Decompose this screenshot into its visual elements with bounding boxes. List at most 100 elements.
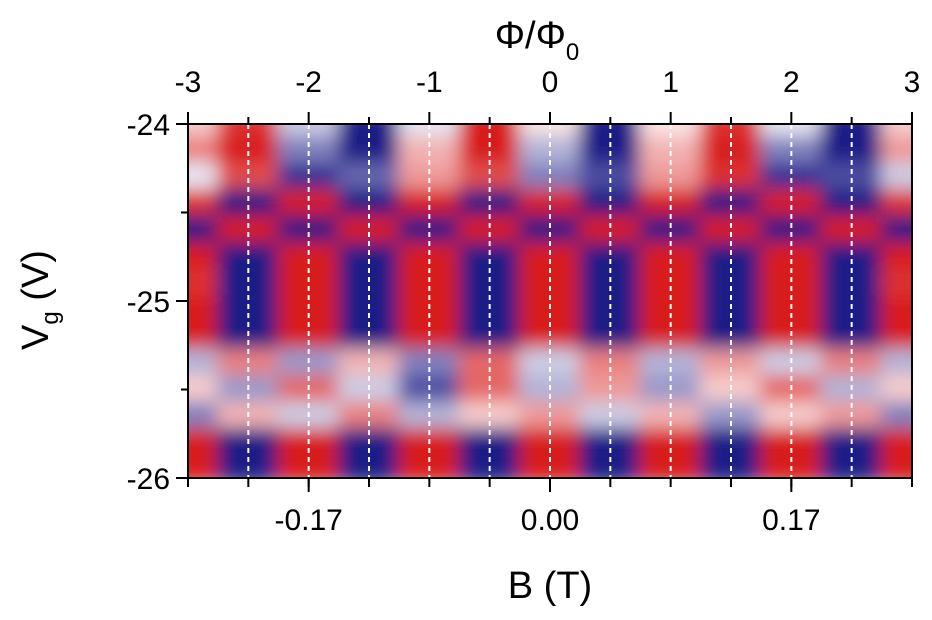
heatmap-cell — [639, 215, 702, 245]
heatmap-cell — [760, 215, 823, 245]
heatmap-cell — [880, 401, 912, 431]
heatmap-cell — [518, 268, 582, 298]
heatmap-cell — [820, 268, 883, 298]
heatmap-cell — [398, 242, 461, 272]
heatmap-cell — [337, 162, 401, 192]
y-tick-label: -24 — [127, 109, 170, 142]
heatmap-cell — [699, 215, 763, 245]
heatmap-cell — [337, 215, 401, 245]
heatmap-cell — [217, 295, 280, 325]
heatmap-cell — [880, 374, 912, 405]
x-bottom-axis-title: B (T) — [508, 565, 592, 607]
heatmap-cell — [398, 295, 461, 325]
heatmap-cell — [337, 124, 401, 139]
heatmap-cell — [639, 189, 702, 219]
heatmap-cell — [820, 189, 883, 219]
heatmap-cell — [699, 242, 763, 272]
x-top-tick-label: -1 — [416, 66, 443, 99]
x-top-tick-label: -2 — [295, 66, 322, 99]
heatmap-cell — [880, 427, 912, 458]
x-top-axis-title-sub: 0 — [566, 39, 579, 66]
heatmap — [188, 124, 912, 478]
heatmap-cell — [458, 215, 521, 245]
heatmap-cell — [518, 124, 582, 139]
heatmap-cell — [188, 454, 220, 478]
y-axis-title-main: V — [15, 324, 57, 350]
x-bottom-tick-label: 0.00 — [521, 504, 579, 537]
heatmap-cell — [277, 124, 340, 139]
heatmap-cell — [188, 427, 220, 458]
x-top-tick-label: 2 — [783, 66, 800, 99]
heatmap-cell — [217, 242, 280, 272]
heatmap-cell — [188, 374, 220, 405]
heatmap-cell — [579, 215, 642, 245]
heatmap-cell — [760, 242, 823, 272]
heatmap-cell — [518, 242, 582, 272]
heatmap-cell — [337, 242, 401, 272]
heatmap-cell — [820, 124, 883, 139]
heatmap-cell — [458, 189, 521, 219]
heatmap-cell — [398, 268, 461, 298]
heatmap-cell — [880, 295, 912, 325]
heatmap-cell — [217, 124, 280, 139]
heatmap-cell — [277, 295, 340, 325]
heatmap-cell — [217, 189, 280, 219]
heatmap-cell — [880, 162, 912, 192]
heatmap-cell — [820, 242, 883, 272]
heatmap-cell — [458, 242, 521, 272]
heatmap-cell — [188, 162, 220, 192]
heatmap-cell — [880, 135, 912, 166]
heatmap-cell — [337, 295, 401, 325]
heatmap-cell — [217, 215, 280, 245]
heatmap-cell — [639, 162, 702, 192]
heatmap-cell — [880, 189, 912, 219]
x-top-tick-label: 1 — [662, 66, 679, 99]
heatmap-cell — [398, 215, 461, 245]
heatmap-cell — [277, 162, 340, 192]
heatmap-cell — [579, 162, 642, 192]
heatmap-cell — [579, 268, 642, 298]
heatmap-cell — [760, 295, 823, 325]
heatmap-cell — [518, 215, 582, 245]
heatmap-cell — [699, 124, 763, 139]
heatmap-cell — [458, 268, 521, 298]
heatmap-cell — [880, 242, 912, 272]
heatmap-cell — [188, 268, 220, 298]
heatmap-cell — [820, 215, 883, 245]
heatmap-cell — [217, 162, 280, 192]
heatmap-cell — [579, 295, 642, 325]
heatmap-cell — [518, 189, 582, 219]
heatmap-cell — [217, 268, 280, 298]
heatmap-cell — [639, 242, 702, 272]
y-tick-label: -25 — [127, 286, 170, 319]
y-tick-label: -26 — [127, 463, 170, 496]
heatmap-cell — [820, 162, 883, 192]
heatmap-cell — [699, 189, 763, 219]
y-axis-title-sub: g — [37, 311, 64, 324]
heatmap-cell — [458, 124, 521, 139]
y-axis-title: Vg (V) — [15, 250, 64, 350]
heatmap-cell — [760, 124, 823, 139]
heatmap-cell — [880, 124, 912, 139]
heatmap-cell — [337, 268, 401, 298]
x-top-tick-label: -3 — [175, 66, 202, 99]
heatmap-cell — [188, 215, 220, 245]
x-top-axis-title-main: Φ/Φ — [495, 15, 566, 57]
heatmap-cell — [880, 454, 912, 478]
x-top-tick-label: 3 — [904, 66, 921, 99]
x-top-axis-title: Φ/Φ0 — [495, 15, 580, 66]
x-bottom-tick-label: 0.17 — [762, 504, 820, 537]
heatmap-cell — [760, 162, 823, 192]
heatmap-cell — [699, 162, 763, 192]
x-top-tick-label: 0 — [542, 66, 559, 99]
heatmap-cell — [760, 268, 823, 298]
heatmap-cell — [820, 295, 883, 325]
heatmap-cell — [277, 189, 340, 219]
heatmap-cell — [639, 268, 702, 298]
heatmap-cell — [518, 162, 582, 192]
heatmap-cell — [880, 321, 912, 352]
heatmap-cell — [458, 295, 521, 325]
heatmap-cell — [277, 215, 340, 245]
heatmap-cell — [188, 189, 220, 219]
heatmap-cell — [699, 295, 763, 325]
